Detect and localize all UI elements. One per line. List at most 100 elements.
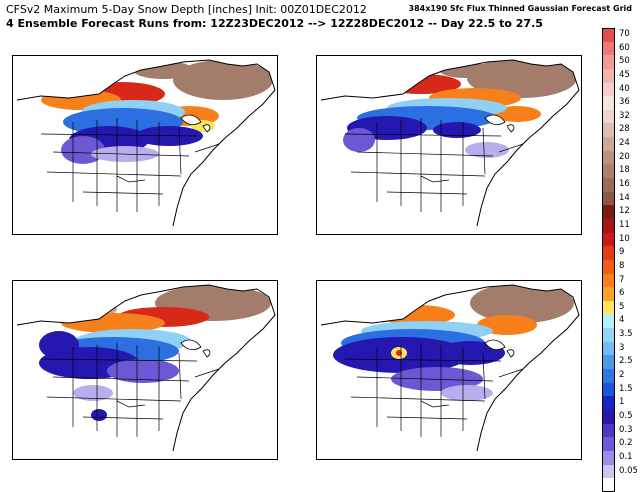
legend-label: 1.5 — [619, 383, 633, 394]
legend-entry: 5 — [602, 300, 636, 315]
legend-label: 9 — [619, 247, 625, 258]
legend-label: 14 — [619, 192, 630, 203]
ensemble-map-panel-4 — [316, 280, 582, 460]
legend-label: 10 — [619, 233, 630, 244]
legend-swatch — [602, 355, 615, 370]
legend-label: 11 — [619, 219, 630, 230]
legend-swatch — [602, 259, 615, 274]
legend-label: 50 — [619, 56, 630, 67]
legend-swatch — [602, 191, 615, 206]
legend-entry: 0.1 — [602, 450, 636, 465]
snow-depth-field — [73, 385, 113, 401]
legend-label: 28 — [619, 124, 630, 135]
legend-label: 70 — [619, 29, 630, 39]
legend-swatch — [602, 96, 615, 110]
snow-depth-map-2 — [320, 59, 580, 234]
legend-swatch — [602, 328, 615, 342]
legend-entry: 20 — [602, 150, 636, 165]
legend-swatch — [602, 300, 615, 315]
state-borders — [344, 118, 524, 212]
legend-entry: 7 — [602, 273, 636, 288]
snow-depth-field — [467, 60, 577, 98]
legend-swatch — [602, 178, 615, 192]
legend-entry: 45 — [602, 68, 636, 83]
chart-subtitle: 4 Ensemble Forecast Runs from: 12Z23DEC2… — [6, 17, 543, 30]
snow-depth-map-3 — [16, 284, 276, 459]
coastline — [16, 284, 276, 452]
legend-entry — [602, 478, 636, 492]
legend-swatch — [602, 437, 615, 451]
state-borders — [40, 118, 220, 212]
legend-entry: 2 — [602, 369, 636, 383]
legend-label: 0.3 — [619, 424, 633, 435]
legend-label: 0.05 — [619, 465, 638, 476]
legend-entry: 4 — [602, 314, 636, 329]
land-area — [321, 60, 579, 234]
snow-depth-field — [39, 331, 79, 359]
legend-entry: 18 — [602, 164, 636, 179]
chart-title: CFSv2 Maximum 5-Day Snow Depth [inches] … — [6, 3, 367, 16]
snow-depth-field — [470, 285, 574, 323]
legend-swatch — [602, 109, 615, 124]
legend-swatch — [602, 137, 615, 151]
legend-entry: 10 — [602, 232, 636, 247]
great-lakes — [484, 339, 515, 358]
legend-entry: 16 — [602, 178, 636, 192]
ensemble-map-panel-2 — [316, 55, 582, 235]
legend-swatch — [602, 369, 615, 383]
legend-swatch — [602, 82, 615, 97]
legend-label: 40 — [619, 83, 630, 94]
legend-entry: 1 — [602, 396, 636, 410]
legend-label: 0.5 — [619, 410, 633, 421]
legend-swatch — [602, 273, 615, 288]
legend-swatch — [602, 478, 615, 492]
legend-entry: 40 — [602, 82, 636, 97]
legend-label: 0.1 — [619, 451, 633, 462]
legend-entry: 60 — [602, 41, 636, 56]
legend-label: 8 — [619, 260, 625, 271]
snow-depth-field — [135, 126, 203, 146]
legend-entry: 0.2 — [602, 437, 636, 451]
legend-swatch — [602, 55, 615, 69]
snow-depth-field — [343, 128, 375, 152]
legend-swatch — [602, 396, 615, 410]
legend-entry: 3.5 — [602, 328, 636, 342]
legend-swatch — [602, 423, 615, 438]
coastline — [16, 59, 276, 227]
snow-depth-field — [465, 142, 509, 158]
legend-label: 12 — [619, 206, 630, 217]
legend-entry: 70 — [602, 28, 636, 42]
legend-entry: 14 — [602, 191, 636, 206]
great-lakes — [180, 114, 211, 133]
legend-entry: 6 — [602, 287, 636, 301]
legend-label: 3.5 — [619, 329, 633, 340]
legend-label: 20 — [619, 151, 630, 162]
legend-entry: 0.5 — [602, 409, 636, 424]
legend-label: 5 — [619, 301, 625, 312]
legend-swatch — [602, 218, 615, 233]
legend-entry: 2.5 — [602, 355, 636, 370]
grid-note: 384x190 Sfc Flux Thinned Gaussian Foreca… — [408, 4, 633, 13]
legend-entry: 1.5 — [602, 382, 636, 397]
legend-label: 60 — [619, 42, 630, 53]
ensemble-map-panel-3 — [12, 280, 278, 460]
legend-entry: 36 — [602, 96, 636, 110]
snow-depth-field — [437, 341, 505, 365]
legend-entry: 32 — [602, 109, 636, 124]
legend-label: 24 — [619, 138, 630, 149]
snow-depth-map-4 — [320, 284, 580, 459]
snow-depth-field — [441, 385, 493, 401]
color-legend: 70 60 50 45 40 36 32 28 24 20 18 16 14 12 11 10 9 8 7 6 5 4 3.… — [602, 28, 638, 492]
legend-label: 45 — [619, 69, 630, 80]
snow-depth-field — [349, 297, 405, 317]
legend-label: 1 — [619, 397, 625, 408]
legend-swatch — [602, 464, 615, 479]
legend-entry: 12 — [602, 205, 636, 219]
ensemble-map-panel-1 — [12, 55, 278, 235]
legend-entry: 0.3 — [602, 423, 636, 438]
snow-depth-map-1 — [16, 59, 276, 234]
legend-label: 7 — [619, 274, 625, 285]
state-borders — [344, 343, 524, 437]
legend-label: 2 — [619, 370, 625, 381]
legend-entry: 11 — [602, 218, 636, 233]
